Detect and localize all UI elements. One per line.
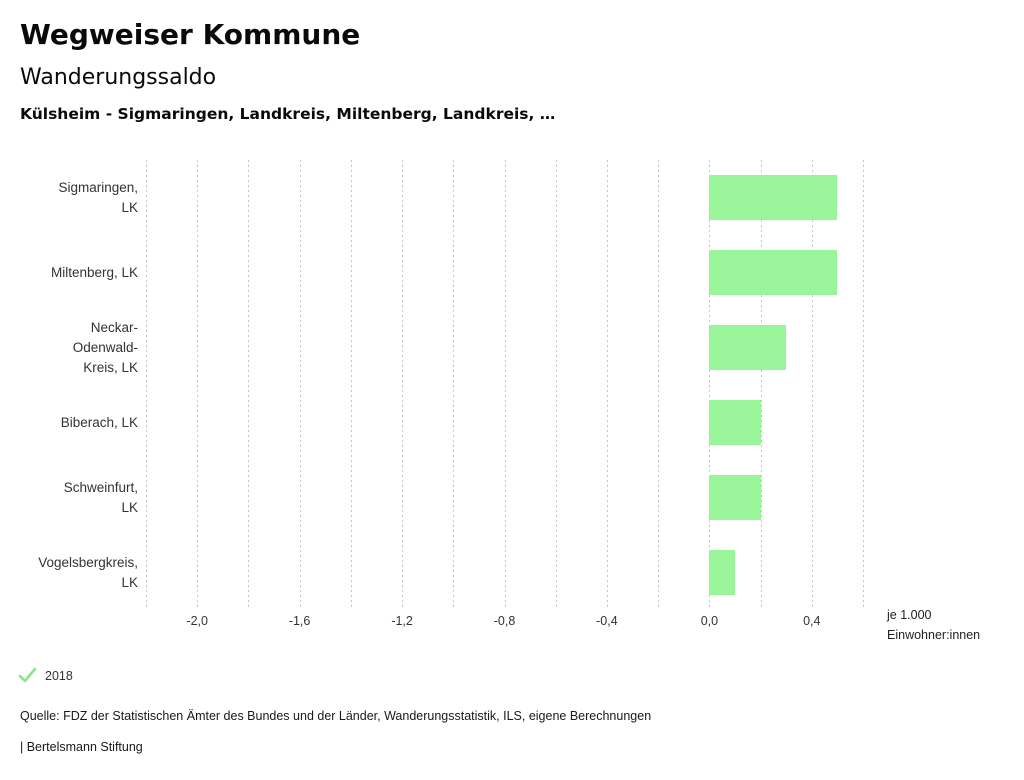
category-label-line: Biberach, LK <box>60 414 138 430</box>
category-label: Neckar- Odenwald- Kreis, LK <box>0 310 138 385</box>
x-tick-label: 0,4 <box>803 614 821 628</box>
category-label: Biberach, LK <box>0 385 138 460</box>
gridline <box>504 160 506 610</box>
gridline <box>863 160 864 610</box>
source-text: Quelle: FDZ der Statistischen Ämter des … <box>20 709 652 723</box>
bar[interactable] <box>709 175 838 220</box>
gridline <box>299 160 301 610</box>
x-tick-label: -0,4 <box>596 614 618 628</box>
gridline <box>146 160 147 610</box>
x-tick-label: -2,0 <box>186 614 208 628</box>
category-label-line: LK <box>121 499 138 515</box>
legend-item-2018[interactable]: 2018 <box>18 667 73 684</box>
bar[interactable] <box>709 325 787 370</box>
category-label-line: Sigmaringen, <box>58 179 138 195</box>
gridline <box>606 160 608 610</box>
gridline <box>248 160 250 610</box>
x-axis-unit-line2: Einwohner:innen <box>887 628 981 642</box>
bar[interactable] <box>709 400 761 445</box>
category-label-line: Miltenberg, LK <box>50 264 138 280</box>
x-axis-unit-label: je 1.000 Einwohner:innen <box>887 605 980 645</box>
gridline <box>402 160 404 610</box>
bar[interactable] <box>709 550 735 595</box>
check-icon <box>18 667 37 684</box>
gridline <box>709 160 711 610</box>
x-tick-label: 0,0 <box>700 614 719 628</box>
page-title: Wegweiser Kommune <box>20 18 361 51</box>
category-label: Sigmaringen, LK <box>0 160 138 235</box>
gridline <box>350 160 352 610</box>
category-label-line: Vogelsbergkreis, <box>38 554 138 570</box>
chart-title: Wanderungssaldo <box>20 65 217 90</box>
attribution-text: | Bertelsmann Stiftung <box>20 740 143 754</box>
legend-year-label: 2018 <box>45 668 73 683</box>
x-axis-ticks: -2,0 -1,6 -1,2 -0,8 -0,4 0,0 0,4 <box>0 610 1024 630</box>
plot-area <box>146 160 864 610</box>
gridline <box>811 160 813 610</box>
category-label: Miltenberg, LK <box>0 235 138 310</box>
gridline <box>760 160 762 610</box>
x-tick-label: -1,6 <box>288 614 311 628</box>
category-label-line: LK <box>121 199 138 215</box>
gridline <box>555 160 557 610</box>
category-label: Schweinfurt, LK <box>0 460 138 535</box>
category-labels: Sigmaringen, LK Miltenberg, LK Neckar- Odenw… <box>0 160 138 610</box>
bar-chart: Sigmaringen, LK Miltenberg, LK Neckar- Odenw… <box>0 160 1024 610</box>
category-label-line: Schweinfurt, <box>63 479 138 495</box>
selected-regions: Külsheim - Sigmaringen, Landkreis, Milte… <box>20 105 556 123</box>
gridline <box>197 160 199 610</box>
category-label-line: Neckar- <box>90 319 138 335</box>
bar[interactable] <box>709 250 838 295</box>
x-tick-label: -0,8 <box>493 614 516 628</box>
x-axis-unit-line1: je 1.000 <box>887 608 932 622</box>
category-label-line: LK <box>121 574 138 590</box>
bar[interactable] <box>709 475 761 520</box>
gridline <box>453 160 455 610</box>
x-tick-label: -1,2 <box>391 614 413 628</box>
category-label: Vogelsbergkreis, LK <box>0 535 138 610</box>
gridline <box>658 160 660 610</box>
category-label-line: Odenwald- <box>72 339 138 355</box>
category-label-line: Kreis, LK <box>83 359 138 375</box>
